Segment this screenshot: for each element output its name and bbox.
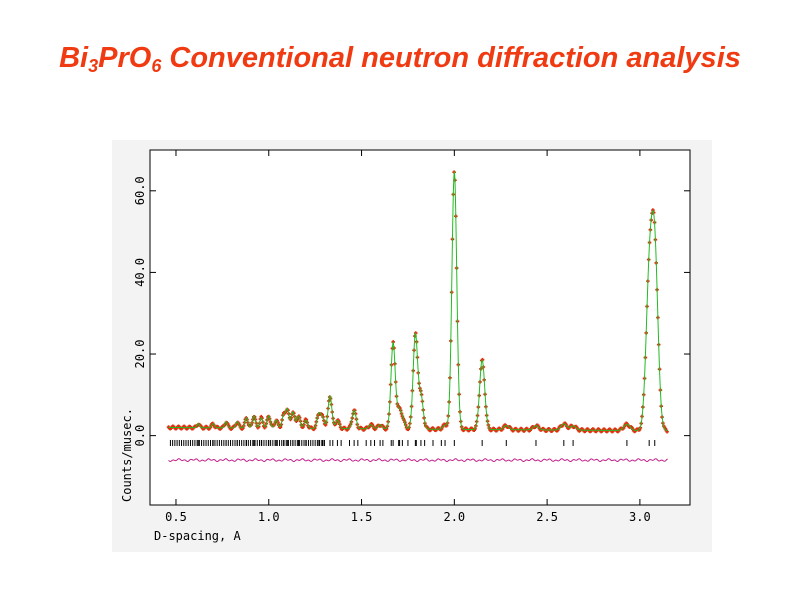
axis-ticks [150, 150, 690, 505]
x-axis-label: D-spacing, A [154, 529, 241, 543]
title-subscript-6: 6 [151, 56, 162, 76]
title-prefix: Bi [59, 42, 89, 74]
title-mid: PrO [98, 42, 152, 74]
x-tick-label: 3.0 [629, 510, 651, 524]
title-suffix: Conventional neutron diffraction analysi… [161, 42, 741, 74]
y-tick-label: 0.0 [133, 425, 147, 447]
difference-series [168, 458, 668, 463]
x-tick-label: 1.5 [351, 510, 373, 524]
x-tick-label: 2.0 [443, 510, 465, 524]
y-tick-label: 20.0 [133, 340, 147, 369]
title-subscript-3: 3 [88, 56, 99, 76]
slide-title: Bi3PrO6 Conventional neutron diffraction… [40, 38, 760, 78]
y-tick-label: 60.0 [133, 176, 147, 205]
x-tick-label: 2.5 [536, 510, 558, 524]
x-tick-label: 0.5 [165, 510, 187, 524]
y-axis-label: Counts/musec. [120, 408, 134, 502]
data-layer [166, 170, 669, 463]
plot-frame [149, 149, 691, 506]
tick-labels: 0.5 1.0 1.5 2.0 2.5 3.0 0.0 20.0 40.0 60.0 [133, 176, 651, 524]
y-tick-label: 40.0 [133, 258, 147, 287]
diffraction-chart: 0.5 1.0 1.5 2.0 2.5 3.0 0.0 20.0 40.0 60.0 D-spac… [112, 140, 712, 552]
calculated-series [168, 170, 668, 432]
x-tick-label: 1.0 [258, 510, 280, 524]
